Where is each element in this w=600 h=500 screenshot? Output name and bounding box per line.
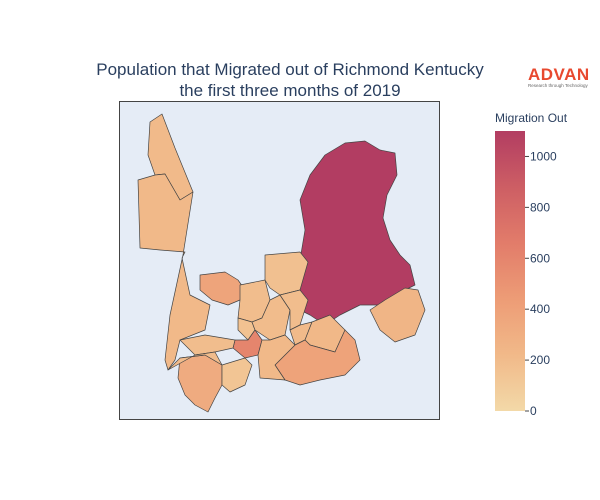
region-southwest-peach[interactable] [167,351,223,371]
chart-title-line1: Population that Migrated out of Richmond… [96,60,484,79]
region-east-strip[interactable] [369,287,426,343]
region-west-large[interactable] [137,173,211,371]
advan-logo: ADVAN Research through Technology [528,66,594,89]
colorbar-gradient [495,131,525,411]
colorbar-tick-label: 200 [530,353,550,367]
region-south-small[interactable] [221,357,253,393]
colorbar: 0 200 400 600 800 1000 [495,131,557,418]
choropleth-map [119,101,440,420]
chart-title-line2: the first three months of 2019 [179,81,401,100]
logo-tagline: Research through Technology [528,83,588,88]
colorbar-tick-label: 1000 [530,149,557,163]
colorbar-tick-label: 600 [530,251,550,265]
region-center-lower[interactable] [257,334,296,381]
colorbar-tick-label: 400 [530,302,550,316]
chart-title: Population that Migrated out of Richmond… [30,59,550,101]
colorbar-title: Migration Out [495,111,568,125]
colorbar-tick-label: 0 [530,404,537,418]
colorbar-tick-label: 800 [530,200,550,214]
logo-wordmark: ADVAN [528,65,590,84]
